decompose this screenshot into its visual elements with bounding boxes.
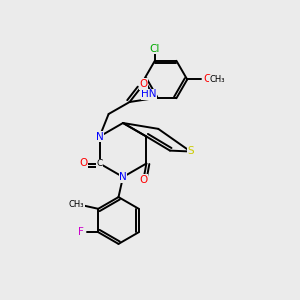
- Text: O: O: [203, 74, 212, 85]
- Text: CH₃: CH₃: [209, 75, 225, 84]
- Text: Cl: Cl: [150, 44, 160, 54]
- Text: N: N: [119, 172, 127, 182]
- Text: O: O: [140, 79, 148, 89]
- Text: O: O: [79, 158, 87, 169]
- Text: HN: HN: [141, 89, 157, 100]
- Text: N: N: [96, 131, 104, 142]
- Text: S: S: [187, 146, 194, 157]
- Text: F: F: [78, 227, 84, 237]
- Text: O: O: [139, 175, 148, 185]
- Text: C: C: [97, 159, 103, 168]
- Text: CH₃: CH₃: [69, 200, 84, 209]
